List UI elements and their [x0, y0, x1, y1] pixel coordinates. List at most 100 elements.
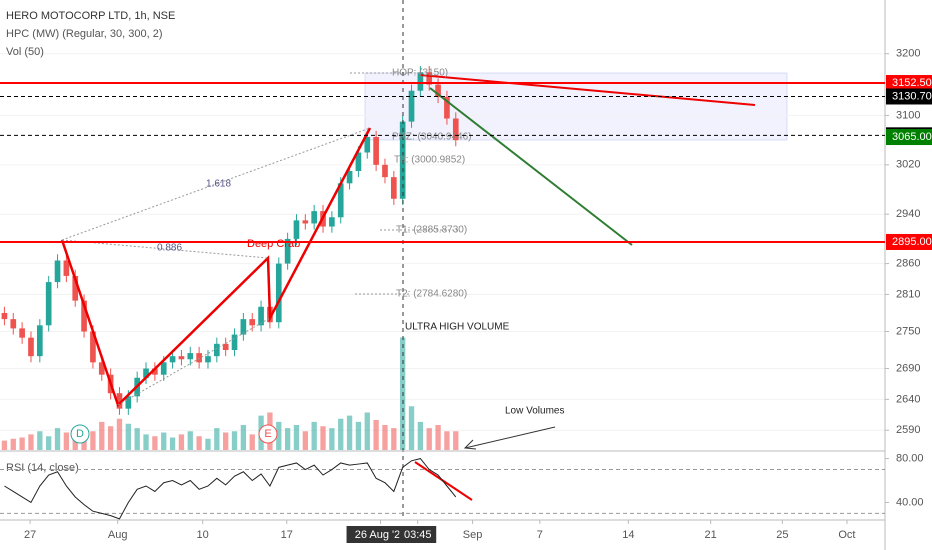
x-tick-label: 27	[24, 529, 36, 541]
candle-body	[276, 264, 282, 323]
volume-bar	[356, 422, 361, 450]
x-tick-label: Oct	[838, 529, 855, 541]
candle-body	[214, 344, 220, 356]
candle-body	[64, 260, 70, 275]
x-tick-label: 21	[705, 529, 717, 541]
volume-bar	[418, 422, 423, 450]
volume-bar	[179, 434, 184, 450]
x-tick-label: Sep	[463, 529, 483, 541]
volume-bar	[108, 426, 113, 450]
candle-body	[294, 220, 300, 239]
rsi-title: RSI (14, close)	[6, 462, 79, 474]
volume-bar	[99, 422, 104, 450]
volume-bar	[427, 428, 432, 450]
chart-title: HERO MOTOCORP LTD, 1h, NSE	[6, 10, 175, 22]
volume-bar	[373, 420, 378, 450]
volume-bar	[435, 425, 440, 450]
y-tick-label: 2810	[896, 288, 920, 300]
volume-bar	[11, 439, 16, 450]
annotation: Low Volumes	[505, 406, 564, 417]
candle-body	[409, 91, 415, 122]
volume-bar	[329, 428, 334, 450]
volume-bar	[241, 425, 246, 450]
volume-bar	[365, 413, 370, 451]
annotation: Deep Crab	[247, 238, 300, 250]
candle-body	[205, 356, 211, 362]
candle-body	[196, 353, 202, 362]
y-tick-label: 2860	[896, 257, 920, 269]
annotation: 1.618	[206, 179, 231, 190]
y-tick-label: 3100	[896, 109, 920, 121]
y-tick-label: 2590	[896, 424, 920, 436]
indicator-label: Vol (50)	[6, 46, 44, 58]
volume-bar	[409, 406, 414, 450]
x-tick-label: 17	[281, 529, 293, 541]
candle-body	[311, 211, 317, 223]
volume-bar	[196, 436, 201, 450]
volume-bar	[347, 416, 352, 450]
annotation: HOP: (3150)	[392, 68, 448, 79]
x-tick-label: 10	[197, 529, 209, 541]
volume-bar	[37, 431, 42, 450]
candle-body	[241, 319, 247, 334]
price-label: 3152.50	[892, 77, 932, 89]
candle-body	[28, 338, 34, 357]
x-tick-label: 7	[537, 529, 543, 541]
candle-body	[161, 362, 167, 374]
candle-body	[382, 165, 388, 177]
indicator-label: HPC (MW) (Regular, 30, 300, 2)	[6, 28, 163, 40]
candle-body	[55, 260, 61, 282]
y-tick-label: 2640	[896, 393, 920, 405]
x-tick-label: 14	[622, 529, 634, 541]
volume-bar	[161, 433, 166, 451]
volume-bar	[444, 431, 449, 450]
volume-bar	[55, 428, 60, 450]
x-tick-label: 26 Aug '20	[355, 529, 407, 541]
volume-bar	[391, 428, 396, 450]
volume-bar	[28, 434, 33, 450]
volume-bar	[303, 431, 308, 450]
volume-bar	[46, 436, 51, 450]
volume-bar	[232, 431, 237, 450]
volume-bar	[188, 431, 193, 450]
volume-bar	[312, 422, 317, 450]
volume-bar	[90, 431, 95, 450]
candle-body	[10, 319, 16, 328]
candle-body	[179, 356, 185, 359]
annotation: PRZ: (3040.9446)	[392, 132, 472, 143]
volume-bar	[453, 431, 458, 450]
volume-bar	[285, 428, 290, 450]
volume-bar	[205, 439, 210, 450]
y-tick-label: 2690	[896, 362, 920, 374]
volume-bar	[382, 425, 387, 450]
volume-bar	[250, 434, 255, 450]
rsi-tick-label: 80.00	[896, 452, 924, 464]
volume-bar	[19, 438, 24, 451]
x-tick-label: 25	[776, 529, 788, 541]
volume-bar	[143, 434, 148, 450]
y-tick-label: 2940	[896, 208, 920, 220]
x-tick-label: 03:45	[404, 529, 432, 541]
rsi-tick-label: 40.00	[896, 496, 924, 508]
candle-body	[37, 325, 43, 356]
annotation: T1: (2885.8730)	[396, 225, 467, 236]
volume-bar	[64, 433, 69, 451]
volume-bar	[117, 419, 122, 450]
volume-bar	[214, 428, 219, 450]
candle-body	[19, 328, 25, 337]
candle-body	[170, 356, 176, 362]
annotation: E	[264, 428, 271, 440]
price-label: 3065.00	[892, 131, 932, 143]
candle-body	[2, 313, 8, 319]
candle-body	[258, 307, 264, 326]
volume-bar	[2, 441, 7, 450]
annotation: T2: (2784.6280)	[396, 289, 467, 300]
price-label: 2895.00	[892, 236, 932, 248]
annotation: D	[76, 428, 84, 440]
candle-body	[46, 282, 52, 325]
price-label: 3130.70	[892, 90, 932, 102]
candle-body	[373, 137, 379, 165]
y-tick-label: 3200	[896, 48, 920, 60]
annotation: T0: (3000.9852)	[394, 155, 465, 166]
annotation: 0.886	[157, 243, 182, 254]
